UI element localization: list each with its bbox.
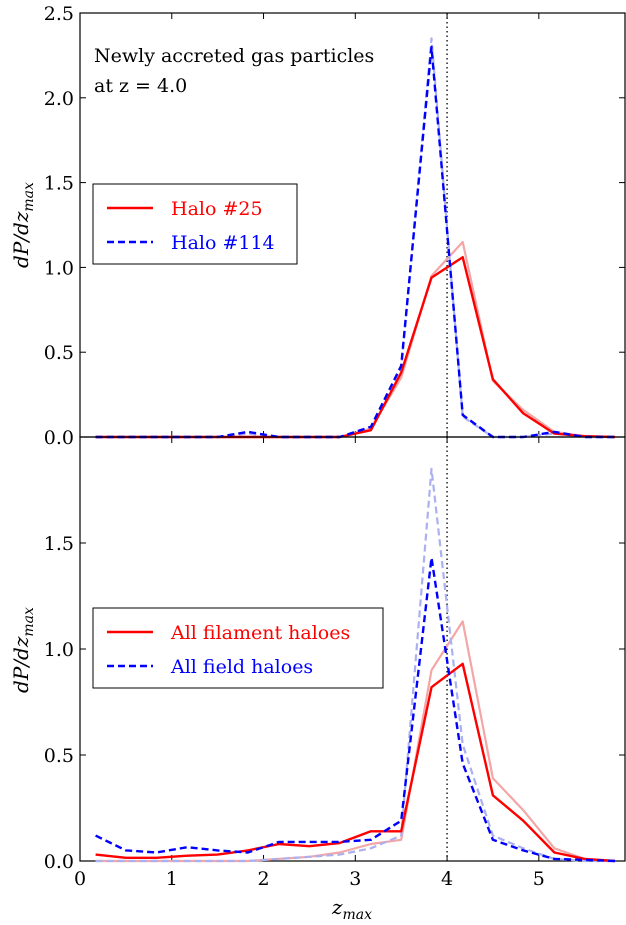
- legend: Halo #25 Halo #114: [92, 183, 298, 265]
- series-line-2: [95, 240, 616, 439]
- legend-label: All filament haloes: [170, 622, 350, 644]
- series-line-0: [95, 256, 616, 439]
- annotation-line-1: Newly accreted gas particles: [94, 45, 374, 67]
- y-tick-label: 1.5: [44, 173, 74, 195]
- legend-box: [92, 607, 384, 689]
- y-tick-label: 0.5: [44, 745, 74, 767]
- y-tick-label: 0.5: [44, 342, 74, 364]
- y-tick-label: 0.0: [44, 427, 74, 449]
- legend-box: [92, 183, 298, 265]
- y-tick-label: 2.0: [44, 88, 74, 110]
- y-tick-label: 1.5: [44, 533, 74, 555]
- x-tick-label: 3: [349, 868, 361, 890]
- x-axis-label: zmax: [331, 895, 372, 923]
- y-tick-label: 0.0: [44, 851, 74, 873]
- y-tick-label: 2.5: [44, 3, 74, 25]
- x-tick-label: 2: [257, 868, 269, 890]
- y-tick-label: 1.0: [44, 639, 74, 661]
- x-tick-label: 4: [441, 868, 453, 890]
- svg-text:dP/dzmax: dP/dzmax: [9, 182, 37, 268]
- series-line-0: [95, 662, 616, 863]
- annotation-line-2: at z = 4.0: [94, 75, 187, 97]
- legend-label: Halo #114: [171, 232, 275, 254]
- x-tick-label: 5: [533, 868, 545, 890]
- x-tick-label: 0: [74, 868, 86, 890]
- series-line-2: [95, 620, 616, 863]
- legend-label: All field haloes: [170, 656, 313, 678]
- svg-text:dP/dzmax: dP/dzmax: [9, 607, 37, 693]
- top-panel: 0.0 0.5 1.0 1.5 2.0 2.5 Halo #25 Halo #114: [44, 3, 626, 449]
- y-tick-label: 1.0: [44, 257, 74, 279]
- y-axis-label-top: dP/dzmax: [9, 182, 37, 268]
- legend: All filament haloes All field haloes: [92, 607, 384, 689]
- series-line-1: [95, 556, 616, 863]
- x-tick-label: 1: [166, 868, 178, 890]
- legend-label: Halo #25: [171, 198, 263, 220]
- y-axis-label-bottom: dP/dzmax: [9, 607, 37, 693]
